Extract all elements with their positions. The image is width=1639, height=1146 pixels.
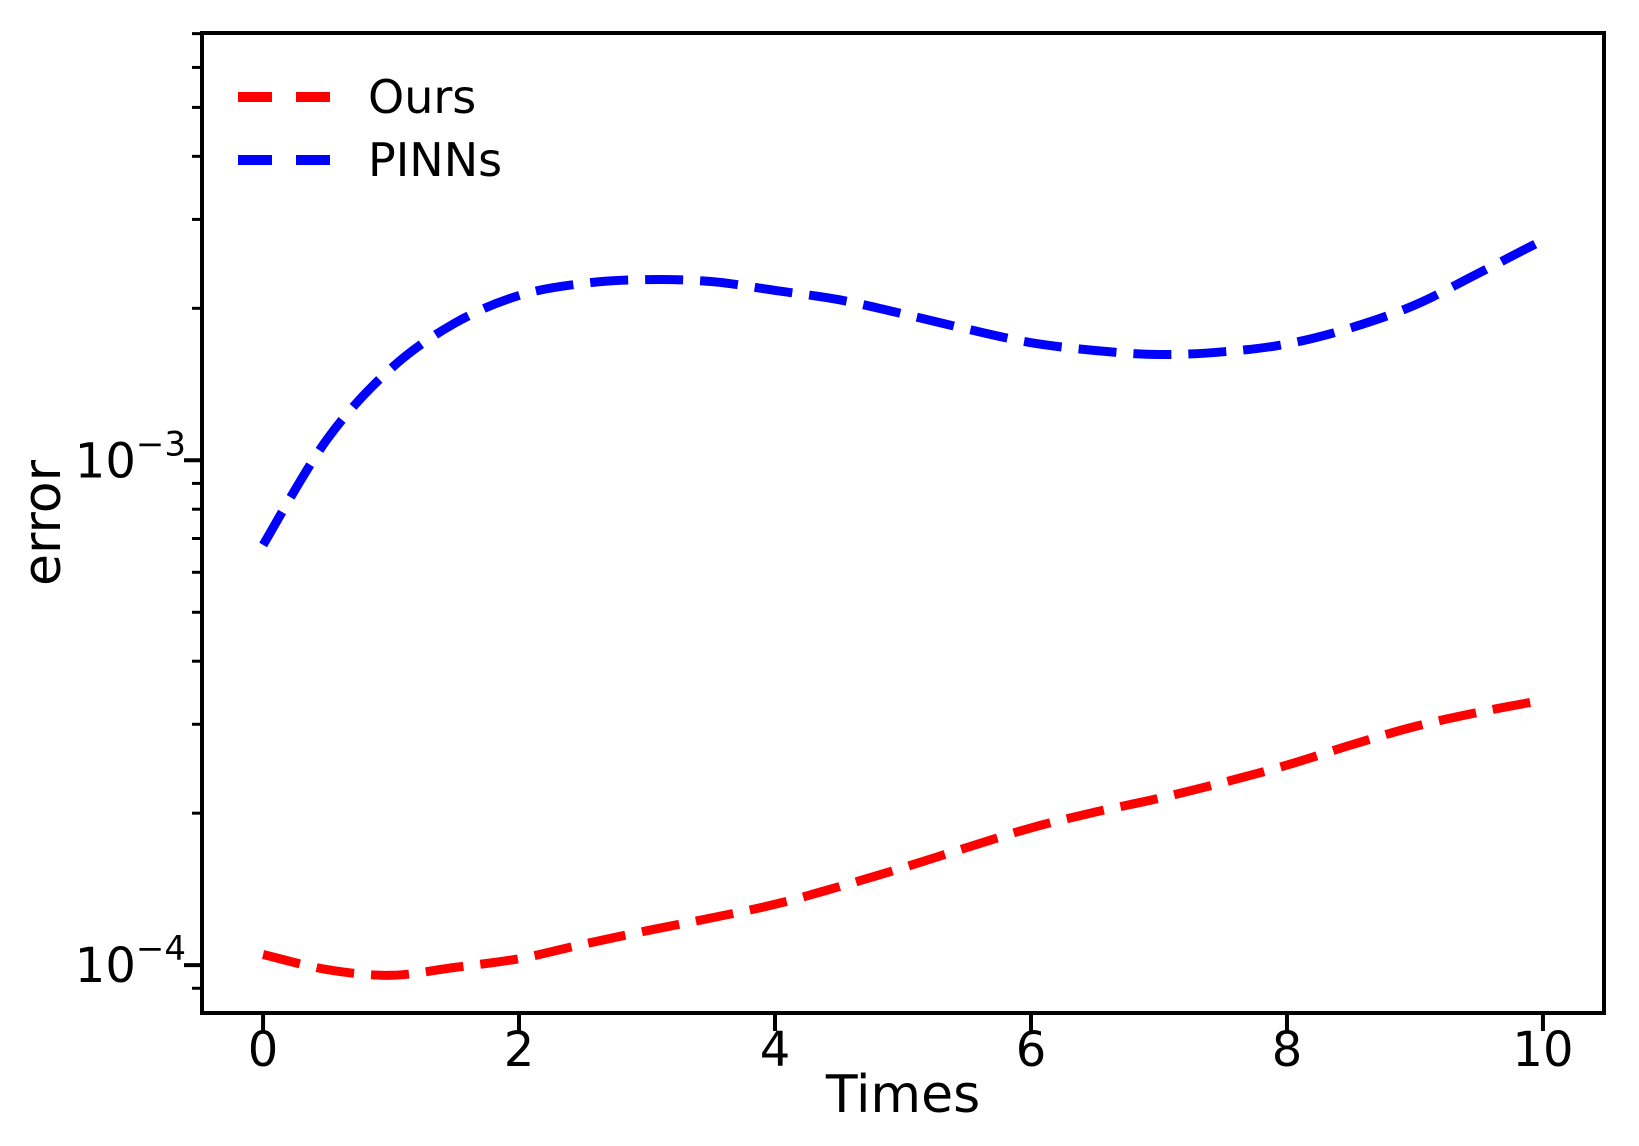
legend-label-pinns: PINNs bbox=[368, 133, 502, 187]
x-axis: 0 2 4 6 8 10 bbox=[248, 1013, 1573, 1078]
y-axis-label: error bbox=[13, 459, 73, 586]
x-tick-label: 4 bbox=[760, 1022, 791, 1078]
legend-label-ours: Ours bbox=[368, 70, 476, 124]
x-tick-label: 10 bbox=[1512, 1022, 1573, 1078]
y-tick-label: 10−4 bbox=[75, 929, 186, 994]
x-tick-label: 8 bbox=[1272, 1022, 1303, 1078]
x-tick-label: 2 bbox=[504, 1022, 535, 1078]
x-axis-label: Times bbox=[825, 1065, 980, 1125]
plot-border bbox=[200, 31, 1606, 1015]
legend: Ours PINNs bbox=[238, 70, 502, 187]
series-line-ours bbox=[262, 695, 1544, 980]
x-tick-label: 6 bbox=[1016, 1022, 1047, 1078]
x-tick-label: 0 bbox=[248, 1022, 279, 1078]
y-axis: 10−3 10−4 bbox=[75, 32, 202, 994]
legend-entry-ours: Ours bbox=[238, 70, 476, 124]
series-line-pinns bbox=[259, 236, 1545, 548]
legend-entry-pinns: PINNs bbox=[238, 133, 502, 187]
y-tick-label: 10−3 bbox=[75, 424, 186, 489]
